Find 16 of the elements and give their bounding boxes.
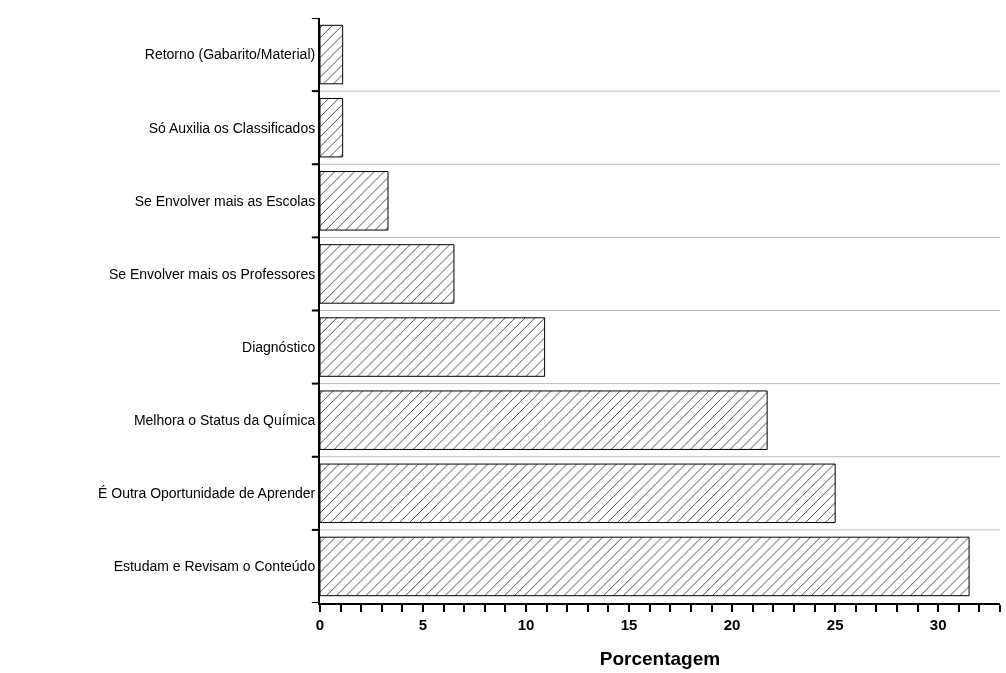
x-tick-label: 15: [620, 616, 638, 633]
x-tick-label: 30: [929, 616, 947, 633]
x-axis-title: Porcentagem: [599, 648, 721, 670]
x-tick-label: 25: [826, 616, 844, 633]
y-tick-label: Só Auxilia os Classificados: [148, 119, 316, 136]
x-tick-label: 0: [315, 616, 325, 633]
y-tick-label: Se Envolver mais as Escolas: [134, 192, 316, 209]
y-tick-label: Diagnóstico: [242, 338, 316, 355]
y-tick-label: Retorno (Gabarito/Material): [144, 46, 316, 63]
y-tick-label: Melhora o Status da Química: [133, 412, 316, 429]
y-tick-label: É Outra Oportunidade de Aprender: [98, 485, 316, 502]
x-tick-label: 20: [723, 616, 741, 633]
x-tick-label: 10: [517, 616, 535, 633]
x-tick-label: 5: [418, 616, 428, 633]
y-tick-label: Estudam e Revisam o Conteúdo: [113, 558, 316, 575]
y-tick-label: Se Envolver mais os Professores: [109, 265, 316, 282]
